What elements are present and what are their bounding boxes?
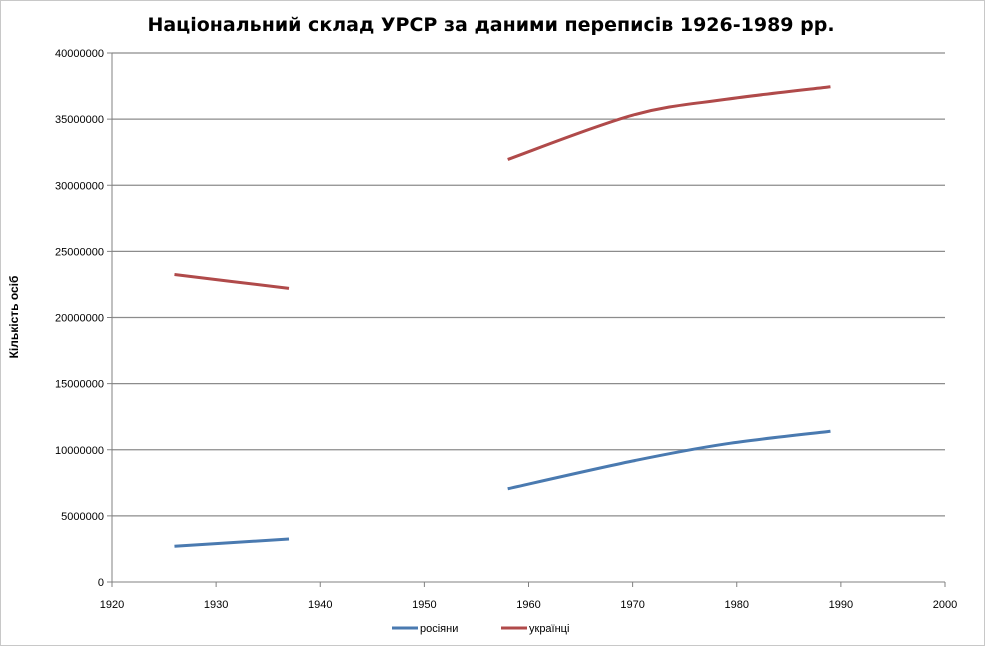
x-tick-label: 1980 (725, 599, 749, 611)
x-tick-labels: 1920 1930 1940 1950 1960 1970 1980 1990 2000 (100, 599, 957, 611)
y-tick-label: 10000000 (55, 445, 104, 457)
series-line-росіяни-segment-1 (174, 537, 290, 548)
y-tick-label: 30000000 (55, 180, 104, 192)
series-line-українці-segment-1 (174, 273, 290, 290)
series-lines (174, 85, 831, 548)
gridlines (112, 52, 945, 517)
x-tick-label: 1960 (516, 599, 540, 611)
x-tick-label: 1950 (412, 599, 436, 611)
y-tick-label: 25000000 (55, 246, 104, 258)
x-tick-label: 1970 (620, 599, 644, 611)
y-tick-label: 20000000 (55, 313, 104, 325)
x-tick-label: 1990 (829, 599, 853, 611)
x-tick-label: 2000 (933, 599, 957, 611)
series-line-українці-segment-2 (507, 85, 831, 161)
x-tick-label: 1930 (204, 599, 228, 611)
legend-label: українці (529, 623, 569, 635)
y-tick-label: 15000000 (55, 379, 104, 391)
chart-title: Національний склад УРСР за даними перепи… (147, 14, 834, 36)
x-tick-label: 1940 (308, 599, 332, 611)
y-tick-label: 5000000 (61, 511, 104, 523)
x-tick-label: 1920 (100, 599, 124, 611)
legend: росіяни українці (392, 623, 569, 635)
y-tick-label: 0 (98, 577, 104, 589)
y-tick-label: 35000000 (55, 114, 104, 126)
y-axis-label: Кількість осіб (7, 276, 21, 359)
y-tick-label: 40000000 (55, 48, 104, 60)
y-tick-labels: 0 5000000 10000000 15000000 20000000 25000000… (55, 48, 104, 589)
axes (107, 52, 946, 587)
legend-label: росіяни (420, 623, 458, 635)
series-line-росіяни-segment-2 (507, 429, 831, 491)
